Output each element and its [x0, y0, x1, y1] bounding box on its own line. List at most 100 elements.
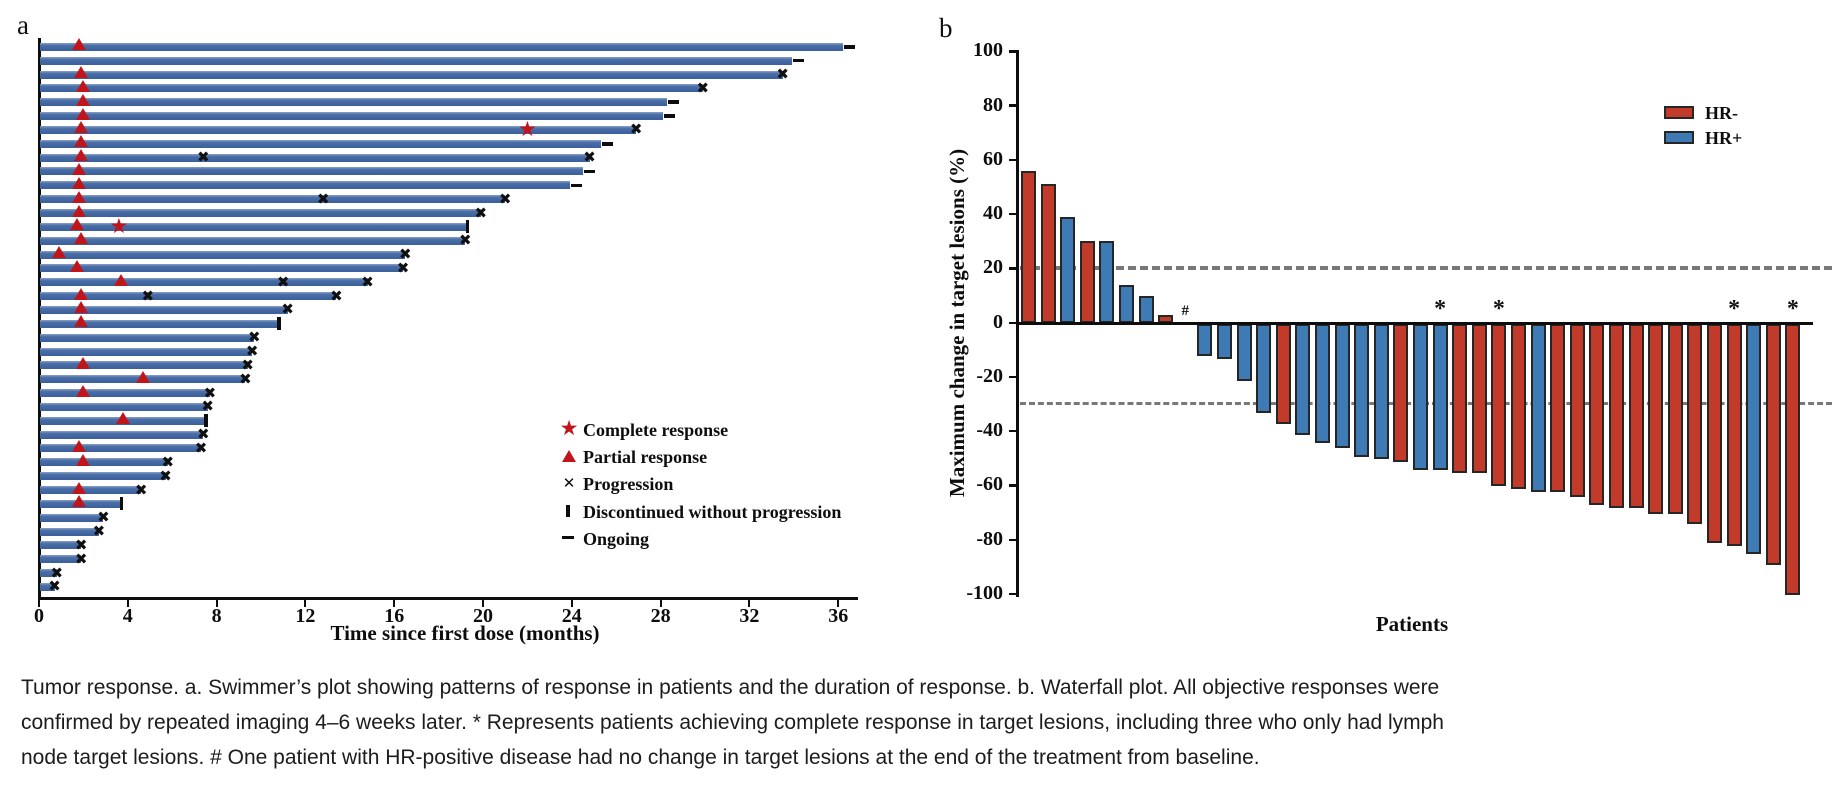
panel-a-letter: a [17, 10, 29, 40]
waterfall-bar [1471, 323, 1487, 473]
x-tick [393, 599, 396, 607]
swimmer-bar [40, 513, 104, 522]
discontinued-legend-icon [566, 504, 570, 517]
swimmer-bar [40, 569, 57, 578]
ongoing-legend-icon [562, 535, 574, 540]
waterfall-plot-panel: b Maximum change in target lesions (%) 1… [900, 0, 1835, 660]
swimmer-bar [40, 541, 82, 550]
y-tick [1009, 158, 1018, 162]
x-tick-label: 0 [34, 605, 44, 627]
waterfall-bar [1217, 323, 1232, 359]
progression-marker: ✖ [203, 383, 217, 402]
figure-caption: Tumor response. a. Swimmer’s plot showin… [21, 670, 1821, 775]
progression-marker: ✖ [776, 65, 789, 83]
swimmer-bar [40, 56, 792, 65]
ongoing-marker [663, 114, 675, 118]
partial-response-marker [71, 495, 86, 508]
progression-marker: ✖ [48, 577, 61, 596]
waterfall-bar [1354, 323, 1370, 457]
partial-response-marker [51, 246, 66, 259]
waterfall-bar [1079, 241, 1095, 323]
ongoing-marker [668, 100, 680, 104]
swimmer-x-axis-title: Time since first dose (months) [330, 621, 600, 645]
y-tick [1009, 104, 1018, 107]
waterfall-bar [1648, 323, 1664, 514]
swimmer-bar [40, 472, 166, 481]
partial-response-marker [76, 453, 91, 466]
waterfall-y-ticks: 100 80 60 40 20 0 -20 -40 -60 -80 -100 [900, 0, 1835, 660]
complete-response-asterisk: * [1492, 296, 1505, 322]
progression-marker: ✖ [474, 203, 488, 222]
legend-item-label: Progression [583, 474, 674, 495]
progression-marker: ✖ [74, 549, 88, 568]
swimmer-bar [40, 222, 468, 231]
partial-response-marker [71, 204, 86, 217]
progression-marker: ✖ [97, 508, 110, 527]
progression-legend-icon: ✕ [562, 474, 576, 493]
partial-response-marker [74, 287, 89, 300]
waterfall-bar [1707, 323, 1722, 544]
discontinued-marker [277, 317, 281, 331]
swimmer-bar [40, 486, 142, 494]
partial-response-marker [71, 38, 86, 51]
y-tick [1009, 267, 1018, 270]
waterfall-bar [1256, 323, 1272, 414]
caption-line-3: node target lesions. # One patient with … [21, 746, 1260, 769]
swimmer-bar [40, 264, 404, 273]
swimmer-bar [40, 458, 168, 467]
y-tick-label: -100 [966, 582, 1003, 604]
progression-marker: ✖ [241, 355, 254, 374]
waterfall-zero-line [1016, 321, 1813, 325]
waterfall-bar [1667, 323, 1683, 514]
progression-marker: ✖ [196, 148, 210, 167]
swimmer-bar [40, 250, 406, 259]
swimmer-legend: ★ Complete response Partial response ✕ Progr… [558, 418, 888, 570]
legend-item-label: Ongoing [583, 528, 650, 549]
progression-marker: ✖ [134, 480, 148, 499]
partial-response-marker [114, 273, 129, 286]
swimmer-bar [40, 84, 703, 93]
swimmer-bar [40, 209, 481, 217]
y-tick-label: -40 [976, 419, 1003, 442]
waterfall-bar [1315, 323, 1330, 444]
y-tick [1009, 212, 1018, 216]
ongoing-marker [843, 45, 855, 49]
progression-marker: ✖ [458, 231, 472, 250]
ongoing-marker [792, 58, 804, 63]
progression-marker: ✖ [399, 245, 412, 264]
waterfall-bar [1413, 323, 1428, 471]
swimmer-bar [40, 167, 583, 176]
partial-response-marker [74, 135, 89, 148]
progression-marker: ✖ [498, 189, 512, 208]
progression-marker: ✖ [50, 563, 64, 582]
hr-legend-label: HR+ [1705, 128, 1743, 148]
discontinued-marker [465, 220, 470, 234]
x-tick-label: 16 [384, 605, 405, 627]
legend-item-label: Partial response [583, 447, 708, 468]
partial-response-marker [76, 79, 91, 92]
partial-response-marker [76, 107, 91, 120]
x-tick-label: 24 [561, 605, 582, 627]
swimmer-y-axis [37, 38, 41, 599]
waterfall-legend: HR- HR+ [1664, 103, 1834, 163]
discontinued-marker [119, 497, 124, 511]
threshold-dashed-line [1020, 266, 1832, 271]
x-tick-label: 12 [295, 605, 316, 627]
swimmer-bars: ✖ ✖ ★ ✖ ✖ ✖ ✖ ✖ ✖ ★ ✖ ✖ ✖ ✖ ✖ ✖ ✖ ✖ ✖ ✖ ✖ ✖ ✖ ✖ ✖ ✖ ✖ ✖ ✖ ✖ ✖ ✖ ✖ ✖ ✖ [0, 0, 900, 660]
waterfall-bar [1138, 295, 1154, 323]
swimmer-bar [40, 236, 466, 245]
partial-response-marker [74, 315, 89, 328]
y-tick [1009, 375, 1018, 379]
progression-marker: ✖ [583, 148, 596, 167]
waterfall-bar [1452, 323, 1468, 473]
swimmer-bar [40, 389, 210, 398]
progression-marker: ✖ [141, 286, 155, 305]
waterfall-bars: # * * * * [900, 0, 1835, 660]
progression-marker: ✖ [276, 272, 290, 291]
waterfall-bar [1628, 323, 1644, 509]
waterfall-bar [1530, 323, 1546, 492]
swimmer-bar [40, 139, 601, 148]
caption-line-1: Tumor response. a. Swimmer’s plot showin… [21, 676, 1440, 699]
swimmer-bar [40, 527, 99, 536]
